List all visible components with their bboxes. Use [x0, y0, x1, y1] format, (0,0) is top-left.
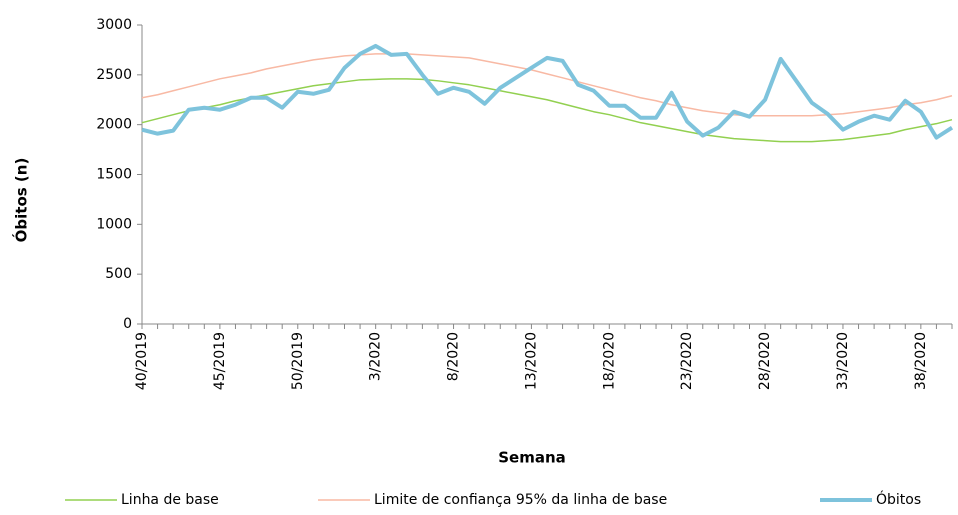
x-tick-label: 3/2020: [368, 332, 384, 381]
x-tick-label: 8/2020: [446, 332, 462, 381]
y-tick-label: 0: [123, 316, 132, 332]
y-tick-label: 1000: [96, 216, 132, 232]
legend-label: Limite de confiança 95% da linha de base: [374, 492, 667, 508]
x-axis-title: Semana: [498, 449, 566, 467]
x-tick-label: 28/2020: [757, 332, 773, 390]
x-tick-label: 23/2020: [679, 332, 695, 390]
y-tick-label: 500: [105, 266, 132, 282]
y-axis-title: Óbitos (n): [12, 158, 31, 243]
x-tick-label: 45/2019: [212, 332, 228, 390]
series-line: [141, 78, 953, 143]
y-tick-label: 1500: [96, 167, 132, 183]
series-line: [141, 43, 954, 140]
x-tick-label: 13/2020: [523, 332, 539, 390]
y-tick-label: 3000: [96, 17, 132, 33]
y-tick-label: 2000: [96, 117, 132, 133]
legend-label: Linha de base: [121, 492, 219, 508]
legend-label: Óbitos: [876, 490, 921, 508]
y-tick-label: 2500: [96, 67, 132, 83]
x-tick-label: 18/2020: [601, 332, 617, 390]
x-tick-label: 50/2019: [290, 332, 306, 390]
x-tick-label: 40/2019: [134, 332, 150, 390]
x-tick-label: 38/2020: [913, 332, 929, 390]
x-tick-label: 33/2020: [835, 332, 851, 390]
series-line: [141, 53, 953, 117]
